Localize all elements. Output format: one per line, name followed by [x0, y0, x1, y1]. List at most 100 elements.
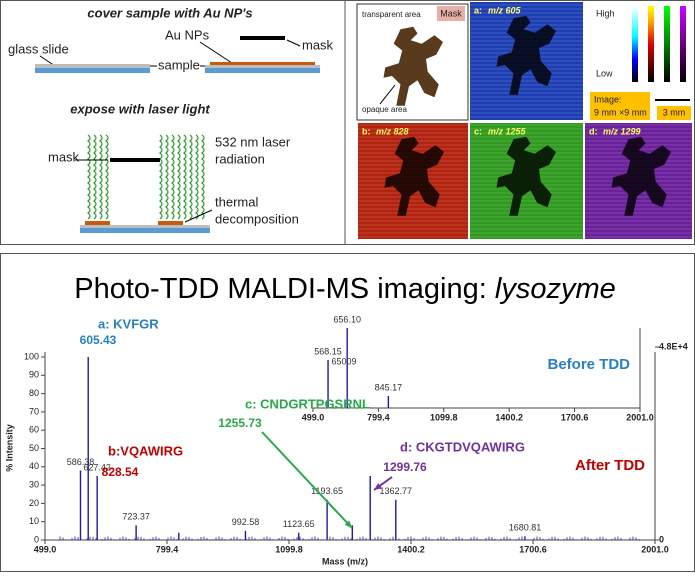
peak-label: 65009 — [331, 356, 356, 366]
image-size-box — [590, 92, 650, 120]
peak-label: 1362.77 — [380, 486, 413, 496]
x-tick-label: 799.4 — [156, 544, 179, 554]
arrow-head — [374, 483, 382, 490]
peptide-label: a: KVFGR — [98, 316, 159, 331]
peak-label: 1123.65 — [283, 519, 315, 529]
label: Low — [596, 68, 613, 78]
peak-label: 1255.73 — [218, 416, 262, 430]
panel-mz: m/z 605 — [488, 5, 522, 15]
panel-letter: b: — [362, 126, 371, 136]
y-tick-label: 10 — [29, 516, 39, 526]
x-tick-label: 1099.8 — [430, 412, 458, 422]
pointer — [379, 84, 396, 105]
scale-box — [657, 106, 691, 120]
opaque-shape — [383, 26, 443, 106]
x-tick-label: 1400.2 — [495, 412, 523, 422]
panel-letter: a: — [474, 5, 482, 15]
glass-slide — [35, 68, 150, 73]
au-layer — [210, 62, 315, 65]
laser-wave — [189, 134, 193, 220]
chart-title: Photo-TDD MALDI-MS imaging: lysozyme — [74, 273, 615, 305]
x-tick-label: 2001.0 — [641, 544, 669, 554]
panel-mz: m/z 1299 — [603, 126, 641, 136]
label: Image: — [594, 94, 622, 104]
y-tick-label: 0 — [34, 534, 39, 544]
opaque-shape — [496, 136, 556, 216]
laser-wave — [87, 134, 91, 220]
x-tick-label: 499.0 — [302, 412, 325, 422]
y-tick-label: 70 — [29, 406, 39, 416]
label: radiation — [215, 151, 265, 166]
label: High — [596, 8, 615, 18]
label: 9 mm ×9 mm — [594, 107, 647, 117]
y-tick-label: 50 — [29, 443, 39, 453]
step-title: expose with laser light — [70, 101, 210, 116]
y-axis-label: % Intensity — [4, 424, 14, 472]
panel-letter: c: — [474, 126, 482, 136]
peak-label: 1193.65 — [311, 486, 343, 496]
color-bar — [680, 6, 686, 82]
mask-bar — [240, 36, 285, 40]
laser-wave — [201, 134, 205, 220]
label: Mask — [440, 8, 462, 18]
arrow — [261, 431, 353, 529]
sample-layer — [80, 225, 210, 228]
y-tick-label: 40 — [29, 461, 39, 471]
label: decomposition — [215, 211, 299, 226]
step-title: cover sample with Au NP's — [87, 5, 252, 20]
label: thermal — [215, 194, 258, 209]
laser-wave — [93, 134, 97, 220]
label: mask — [48, 149, 80, 164]
mask-bar — [110, 158, 160, 162]
sample-layer — [205, 65, 320, 68]
y-tick-label: 20 — [29, 498, 39, 508]
x-tick-label: 1700.6 — [561, 412, 589, 422]
y2-tick-label: 4.8E+4 — [659, 341, 688, 351]
peak-label: 568.15 — [314, 346, 342, 356]
peak-label: 627.42 — [83, 462, 111, 472]
panel-letter: d: — [589, 126, 598, 136]
peak-label: 828.54 — [102, 465, 139, 479]
x-tick-label: 799.4 — [367, 412, 390, 422]
mask-tag — [437, 6, 465, 21]
color-bar — [632, 6, 638, 82]
laser-wave — [177, 134, 181, 220]
y-tick-label: 100 — [24, 351, 39, 361]
peak-label: 605.43 — [80, 333, 117, 347]
peptide-label: c: CNDGRTPGSRNL — [245, 396, 370, 411]
peak-label: 656.10 — [333, 314, 361, 324]
panel-mz: m/z 828 — [376, 126, 409, 136]
pointer — [286, 39, 301, 47]
label: 3 mm — [663, 107, 686, 117]
label: Au NPs — [165, 27, 210, 42]
arrow-head — [344, 520, 352, 528]
label: transparent area — [362, 10, 421, 19]
y-tick-label: 80 — [29, 388, 39, 398]
x-tick-label: 2001.0 — [626, 412, 654, 422]
series-name: Before TDD — [547, 356, 630, 373]
laser-wave — [183, 134, 187, 220]
laser-wave — [165, 134, 169, 220]
peak-label: 1299.76 — [383, 460, 427, 474]
sample-layer — [35, 64, 150, 68]
y-tick-label: 30 — [29, 479, 39, 489]
y-tick-label: 90 — [29, 370, 39, 380]
title-main: Photo-TDD MALDI-MS imaging: — [74, 273, 487, 305]
series-name: After TDD — [575, 457, 645, 474]
pointer — [184, 209, 213, 223]
y2-tick-label: 0 — [659, 534, 664, 544]
laser-wave — [159, 134, 163, 220]
label: opaque area — [362, 105, 407, 114]
pointer — [199, 41, 233, 64]
au-layer — [158, 221, 183, 225]
label: mask — [302, 37, 334, 52]
x-tick-label: 1099.8 — [275, 544, 303, 554]
peak-label: 1680.81 — [509, 523, 542, 533]
glass-slide — [205, 68, 320, 73]
label: glass slide — [8, 41, 69, 56]
peak-label: 586.38 — [67, 457, 95, 467]
x-tick-label: 1400.2 — [397, 544, 425, 554]
peak-label: 845.17 — [375, 382, 403, 392]
